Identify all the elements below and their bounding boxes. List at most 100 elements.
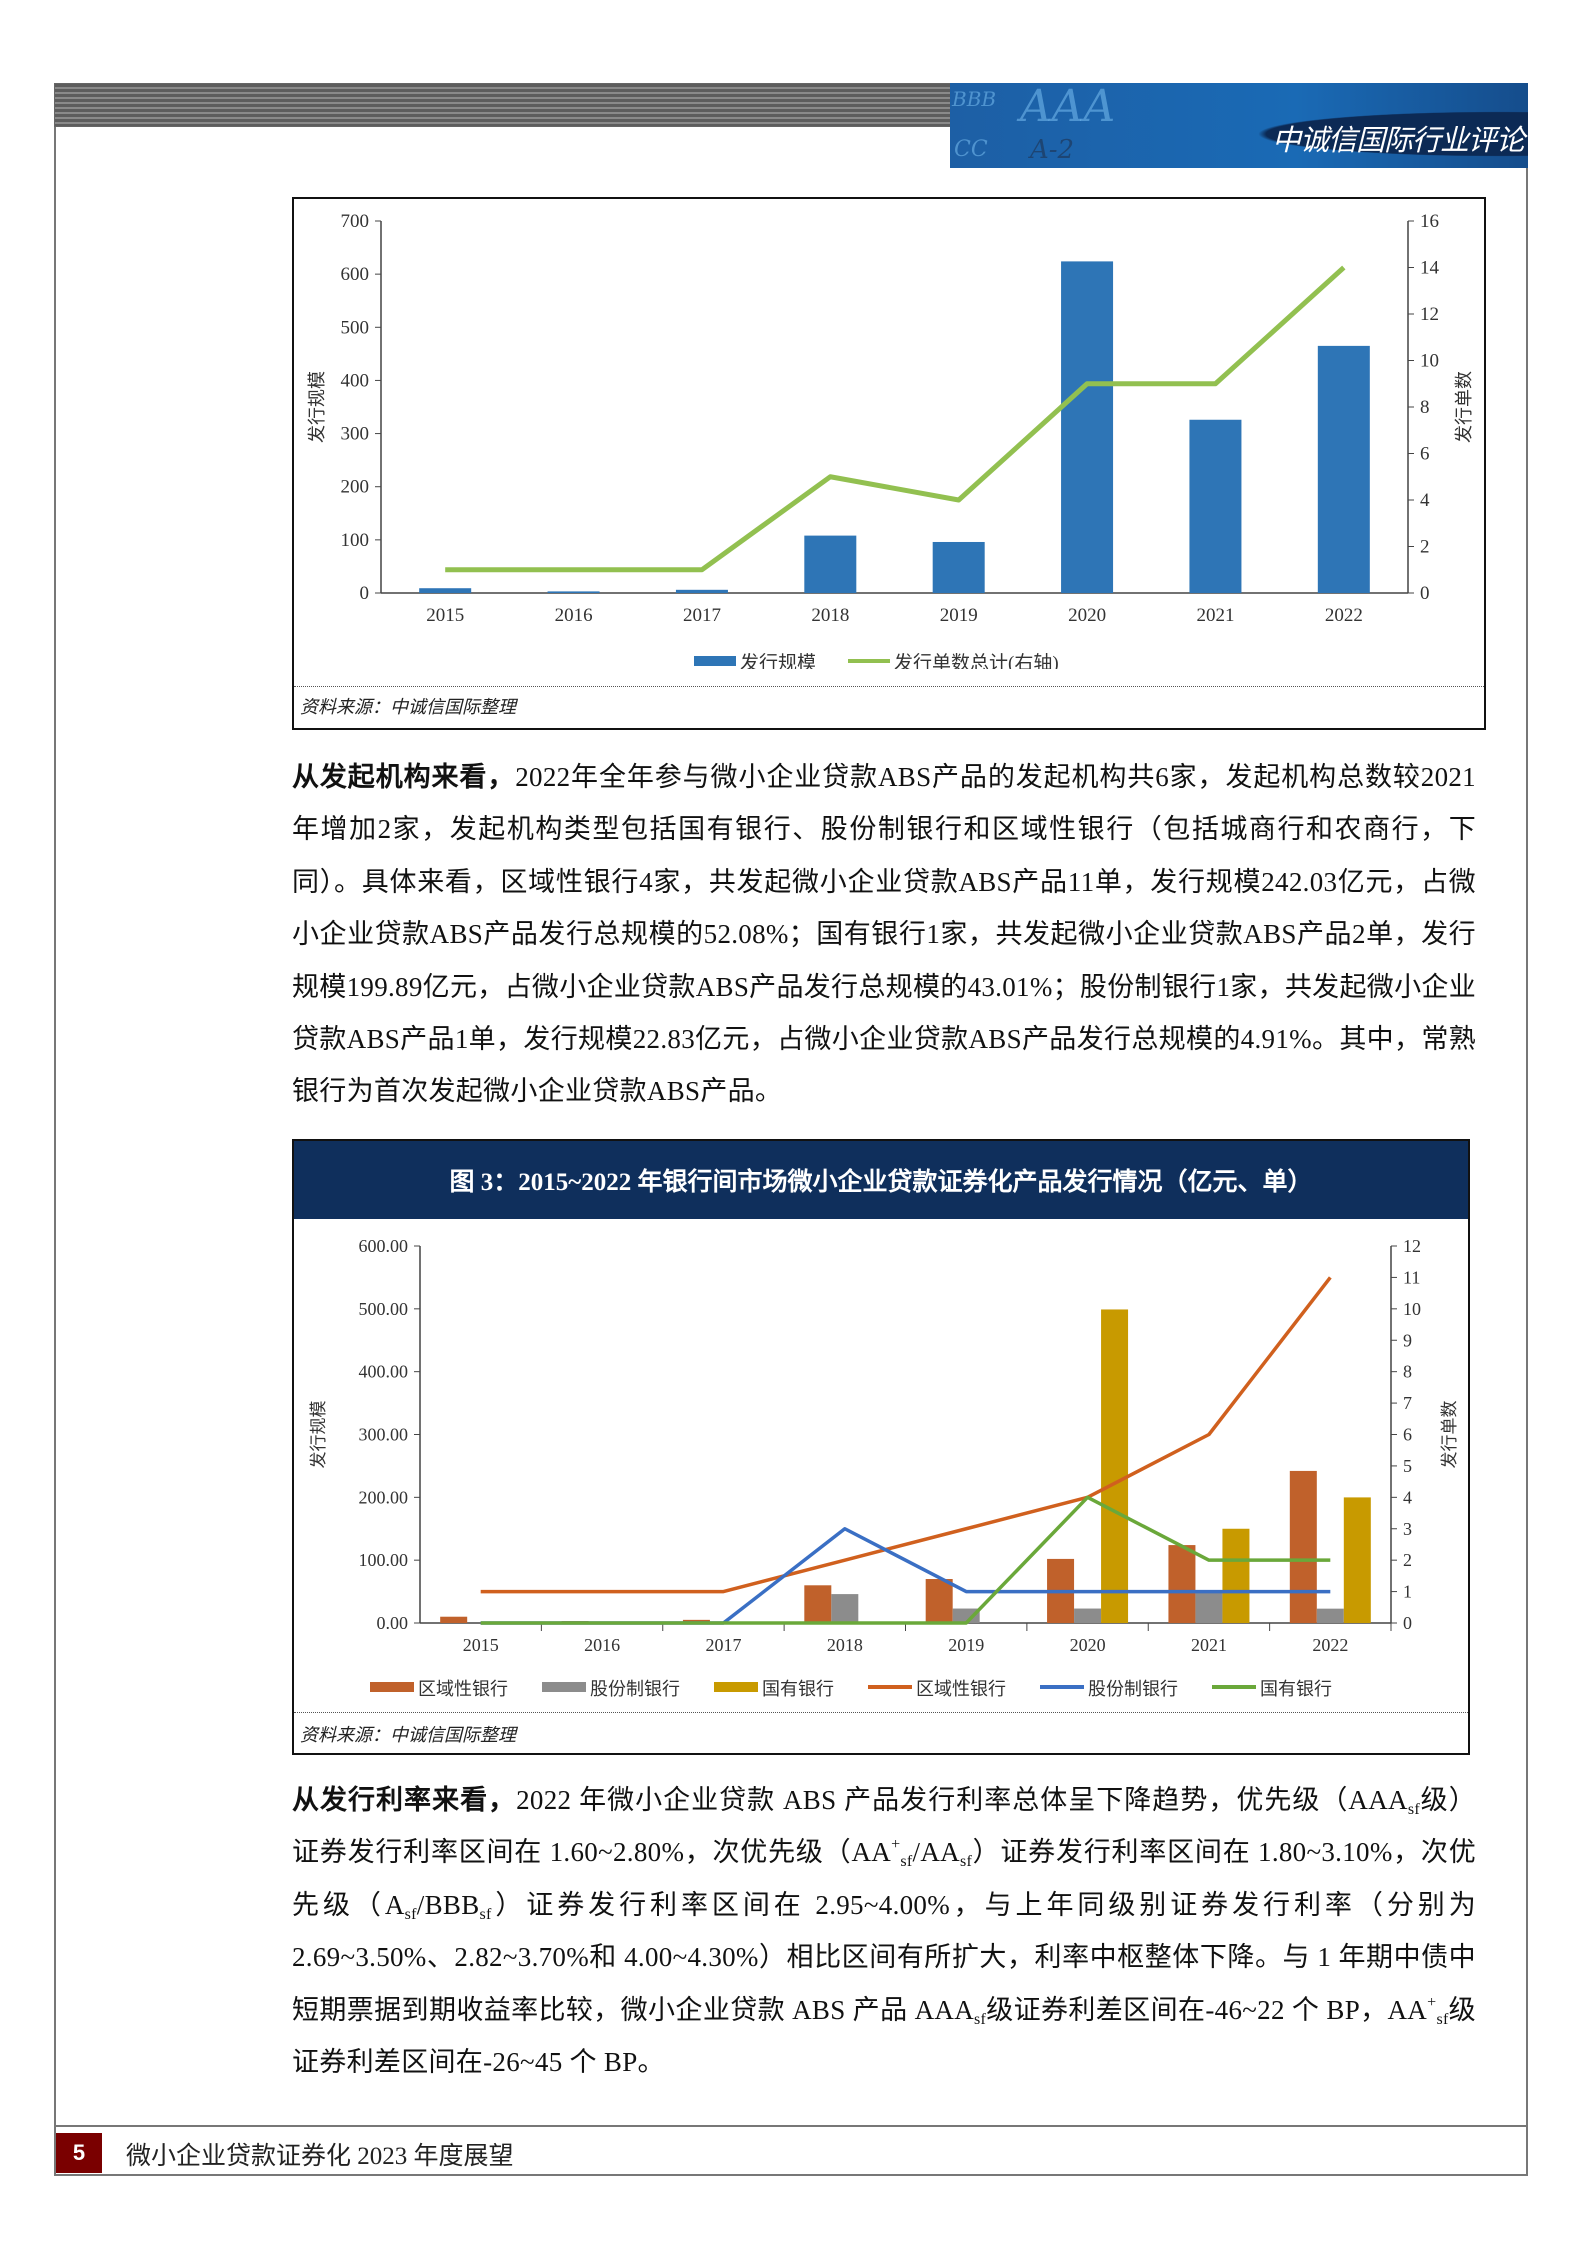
footer-divider [54,2125,1528,2127]
x-tick-label: 2019 [940,605,978,626]
paragraph-segment: sf [959,1853,973,1871]
y-tick-label: 700 [341,211,370,232]
series-line [480,1495,1331,1625]
bar-2022 [1316,1608,1344,1623]
y-tick-label: 0.00 [377,1613,409,1633]
x-tick-label: 2020 [1068,605,1106,626]
bar-2022 [1343,1497,1371,1623]
legend-label: 国有银行 [1260,1679,1332,1699]
paragraph-segment: ）证券发行利率区间在 2.95~4.00%，与上年同级别证券发行利率（分别为 2… [292,1889,1476,2025]
banner-letters: AAA [1020,83,1116,132]
series-line [480,1276,1332,1594]
x-tick-label: 2015 [463,1635,499,1655]
bar-2022 [1317,345,1370,593]
x-tick-label: 2016 [584,1635,620,1655]
y2-tick-label: 3 [1403,1519,1412,1539]
paragraph-segment: 级证券利差区间在-46~22 个 BP，AA [986,1994,1428,2025]
y2-tick-label: 6 [1420,444,1430,465]
y2-tick-label: 10 [1403,1299,1421,1319]
paragraph-segment: sf [1436,2010,1449,2028]
banner-letters: BBB [952,87,997,111]
x-tick-label: 2017 [683,605,721,626]
x-tick-label: 2022 [1325,605,1363,626]
paragraph-segment: 级）证券发行利率区间在 1.60~2.80%，次优先级（AA [292,1785,1476,1868]
paragraph-segment: + [1427,1993,1437,2011]
banner-letters: CC [954,137,988,162]
page-number: 5 [56,2133,102,2173]
y2-tick-label: 12 [1420,304,1439,325]
legend-label: 区域性银行 [418,1679,508,1699]
legend-swatch [694,656,736,666]
y2-tick-label: 7 [1403,1393,1412,1413]
bar-2015 [440,1616,468,1623]
y2-tick-label: 8 [1420,397,1430,418]
legend-label: 股份制银行 [1088,1679,1178,1699]
y-tick-label: 0 [360,583,370,604]
y2-axis-title: 发行单数 [1440,1401,1459,1469]
y2-tick-label: 0 [1403,1613,1412,1633]
x-tick-label: 2016 [555,605,593,626]
y2-tick-label: 11 [1403,1267,1420,1287]
paragraph-segment: + [891,1836,901,1854]
y-tick-label: 300 [341,424,370,445]
bar-2021 [1168,1545,1196,1623]
paragraph-lead: 从发起机构来看， [292,762,516,792]
x-tick-label: 2021 [1196,605,1234,626]
bar-2018 [804,535,857,593]
series-line [445,265,1346,573]
paragraph-originators: 从发起机构来看，2022年全年参与微小企业贷款ABS产品的发起机构共6家，发起机… [292,751,1476,1118]
legend-swatch [370,1682,414,1692]
legend-label: 股份制银行 [590,1679,680,1699]
paragraph-issuance-rates: 从发行利率来看，2022 年微小企业贷款 ABS 产品发行利率总体呈下降趋势，优… [292,1774,1476,2088]
bar-2022 [1289,1470,1317,1623]
y2-tick-label: 8 [1403,1362,1412,1382]
y2-tick-label: 1 [1403,1582,1412,1602]
y-tick-label: 200.00 [359,1487,409,1507]
y-axis-title: 发行规模 [307,371,327,443]
paragraph-segment: sf [1407,1801,1420,1818]
y-tick-label: 600.00 [359,1236,409,1256]
bar-2016 [547,591,600,593]
source-note: 资料来源：中诚信国际整理 [300,697,516,717]
x-tick-label: 2015 [426,605,464,626]
page-frame-left [54,83,56,2176]
legend-label: 区域性银行 [916,1679,1006,1699]
footer-title: 微小企业贷款证券化 2023 年度展望 [126,2143,514,2170]
y-tick-label: 500 [341,317,370,338]
y2-tick-label: 5 [1403,1456,1412,1476]
paragraph-segment: /AA [912,1837,960,1868]
legend-label: 国有银行 [762,1679,834,1699]
bar-2019 [952,1608,980,1623]
y2-tick-label: 9 [1403,1330,1412,1350]
bar-2015 [419,588,472,593]
paragraph-segment: sf [479,1905,492,1923]
header-banner: AAA BBB CC A-2 中诚信国际行业评论 [950,83,1528,168]
y-axis-title: 发行规模 [309,1401,328,1469]
y2-tick-label: 2 [1420,537,1430,558]
bar-2017 [675,589,728,593]
y2-tick-label: 0 [1420,583,1430,604]
paragraph-segment: ）证券发行利率区间在 1.80~3.10%，次优先级（A [292,1837,1476,1920]
y2-tick-label: 4 [1420,490,1430,511]
bar-2021 [1195,1591,1223,1623]
paragraph-segment: sf [974,2010,987,2028]
paragraph-body: 2022年全年参与微小企业贷款ABS产品的发起机构共6家，发起机构总数较2021… [292,762,1476,1107]
bar-2018 [831,1594,859,1623]
x-tick-label: 2018 [827,1635,863,1655]
source-note: 资料来源：中诚信国际整理 [300,1725,516,1745]
y-tick-label: 600 [341,264,370,285]
divider [294,686,1484,687]
x-tick-label: 2021 [1191,1635,1227,1655]
y-tick-label: 300.00 [359,1425,409,1445]
paragraph-segment: sf [900,1853,913,1871]
legend-label: 发行单数总计(右轴) [894,652,1059,669]
x-tick-label: 2017 [705,1635,741,1655]
y2-tick-label: 6 [1403,1425,1412,1445]
y2-axis-title: 发行单数 [1454,371,1474,443]
bank-type-issuance-chart: 0.00 100.00 200.00 300.00 400.00 500.00 600.00… [309,1236,1459,1699]
y-tick-label: 100 [341,530,370,551]
y-tick-label: 400 [341,370,370,391]
bar-2021 [1189,419,1242,593]
x-tick-label: 2019 [948,1635,984,1655]
